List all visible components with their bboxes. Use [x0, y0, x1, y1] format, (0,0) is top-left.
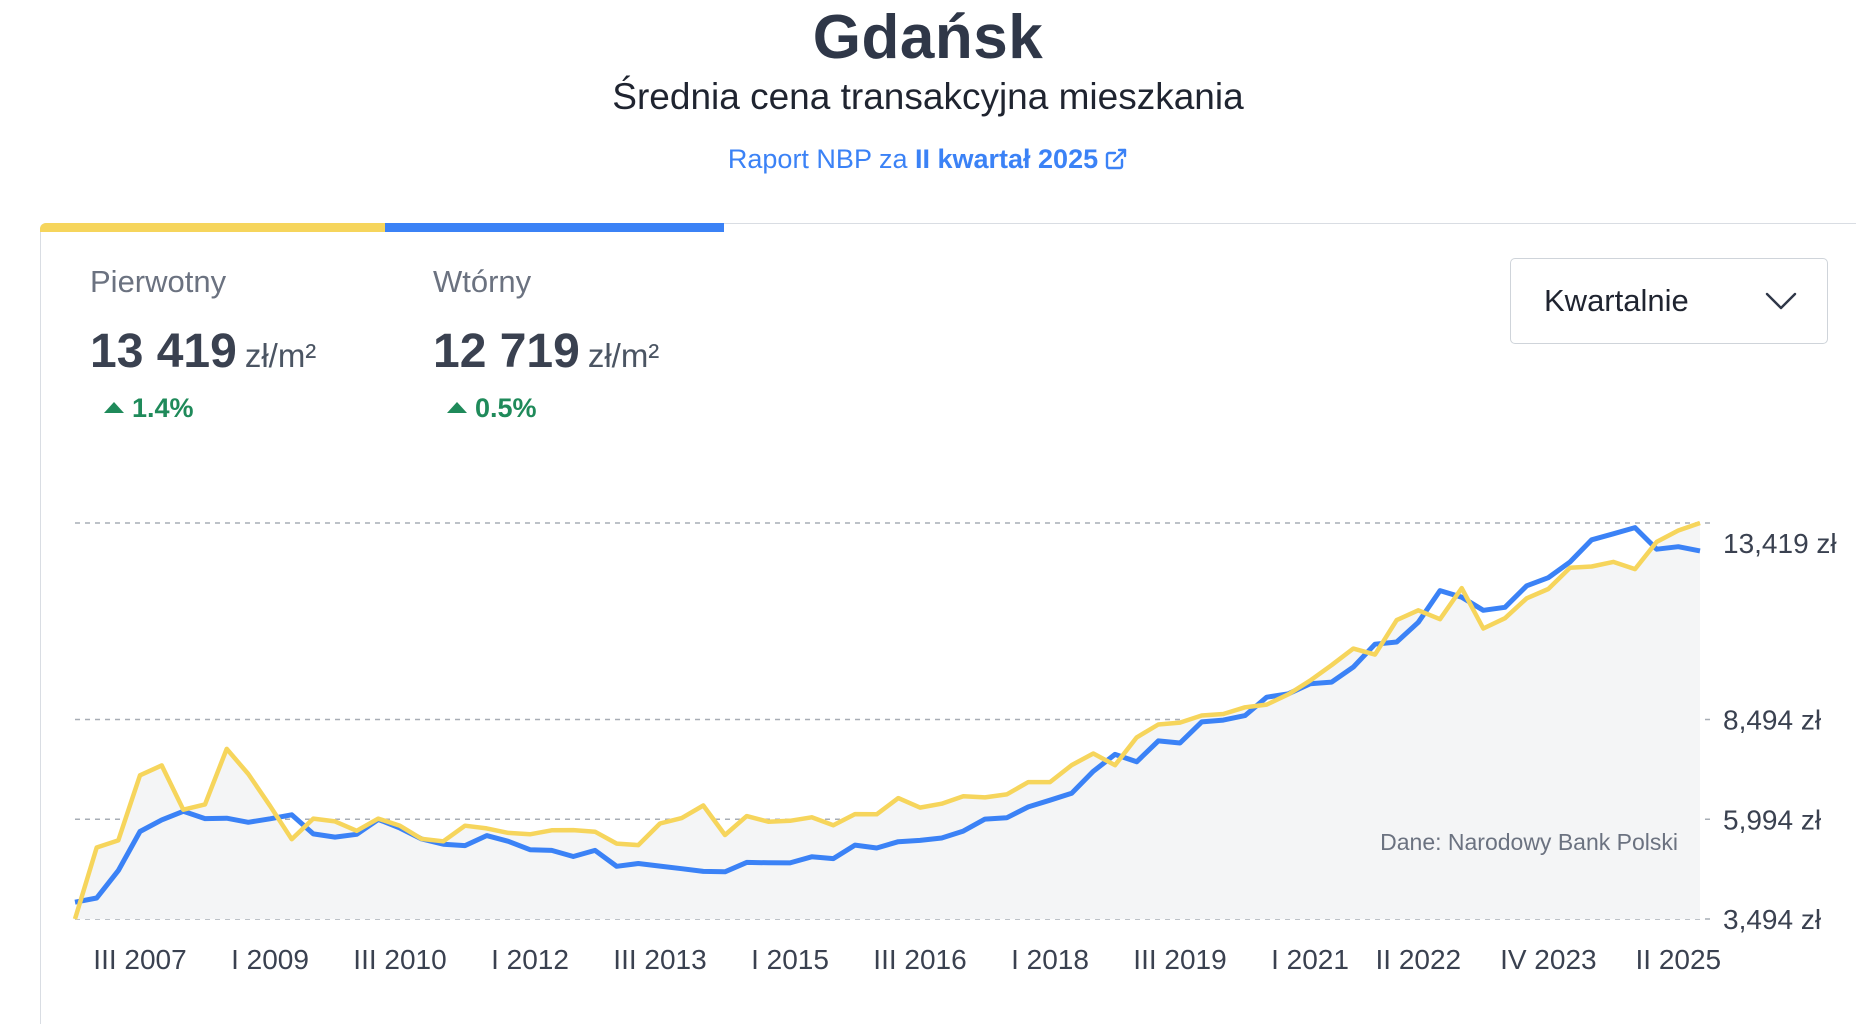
stat-value: 12 719 zł/m²	[433, 324, 659, 379]
stat-number: 12 719	[433, 325, 580, 378]
report-link-period: II kwartał 2025	[914, 144, 1099, 174]
y-tick-label: 13,419 zł	[1723, 528, 1837, 559]
y-axis: 3,494 zł 5,994 zł 8,494 zł 13,419 zł	[1723, 528, 1837, 935]
tab-indicator-wtorny	[385, 223, 724, 232]
series-line-wtorny	[74, 525, 1701, 905]
stat-change-value: 0.5%	[475, 393, 537, 423]
x-tick-label: I 2018	[1011, 944, 1089, 975]
stat-pierwotny[interactable]: Pierwotny 13 419 zł/m² 1.4%	[90, 264, 316, 424]
stat-change-value: 1.4%	[132, 393, 194, 423]
stat-unit: zł/m²	[244, 337, 317, 374]
y-tick-label: 3,494 zł	[1723, 904, 1822, 935]
x-tick-label: II 2025	[1636, 944, 1722, 975]
x-tick-label: III 2010	[353, 944, 446, 975]
stat-label: Pierwotny	[90, 264, 227, 299]
x-tick-label: III 2007	[93, 944, 186, 975]
x-tick-label: II 2022	[1376, 944, 1462, 975]
stat-wtorny[interactable]: Wtórny 12 719 zł/m² 0.5%	[433, 264, 659, 424]
y-tick-label: 8,494 zł	[1723, 705, 1822, 736]
chart-area-fill	[75, 523, 1700, 919]
x-tick-label: I 2021	[1271, 944, 1349, 975]
arrow-up-icon	[447, 402, 467, 413]
x-tick-label: III 2019	[1133, 944, 1226, 975]
frequency-select[interactable]: Kwartalnie	[1510, 258, 1828, 344]
page-subtitle: Średnia cena transakcyjna mieszkania	[612, 76, 1244, 117]
x-tick-label: III 2016	[873, 944, 966, 975]
frequency-select-value: Kwartalnie	[1544, 283, 1689, 318]
arrow-up-icon	[104, 402, 124, 413]
stat-change: 1.4%	[90, 393, 316, 424]
x-tick-label: I 2012	[491, 944, 569, 975]
x-axis: III 2007 I 2009 III 2010 I 2012 III 2013 I 20…	[93, 944, 1721, 975]
stat-number: 13 419	[90, 325, 237, 378]
stat-value: 13 419 zł/m²	[90, 324, 316, 379]
external-link-icon	[1105, 148, 1127, 170]
tab-indicator-pierwotny	[40, 223, 385, 232]
series-line-pierwotny	[72, 520, 1701, 920]
source-note: Dane: Narodowy Bank Polski	[1380, 829, 1678, 855]
x-tick-label: IV 2023	[1500, 944, 1597, 975]
report-link[interactable]: Raport NBP za II kwartał 2025	[0, 144, 1856, 175]
page-title: Gdańsk	[812, 3, 1044, 72]
x-tick-label: I 2015	[751, 944, 829, 975]
y-tick-label: 5,994 zł	[1723, 804, 1822, 835]
x-tick-label: III 2013	[613, 944, 706, 975]
x-tick-label: I 2009	[231, 944, 309, 975]
stat-change: 0.5%	[433, 393, 659, 424]
chevron-down-icon	[1765, 292, 1797, 310]
stat-unit: zł/m²	[587, 337, 660, 374]
report-link-prefix: Raport NBP za	[727, 144, 915, 174]
stat-label: Wtórny	[433, 264, 532, 299]
